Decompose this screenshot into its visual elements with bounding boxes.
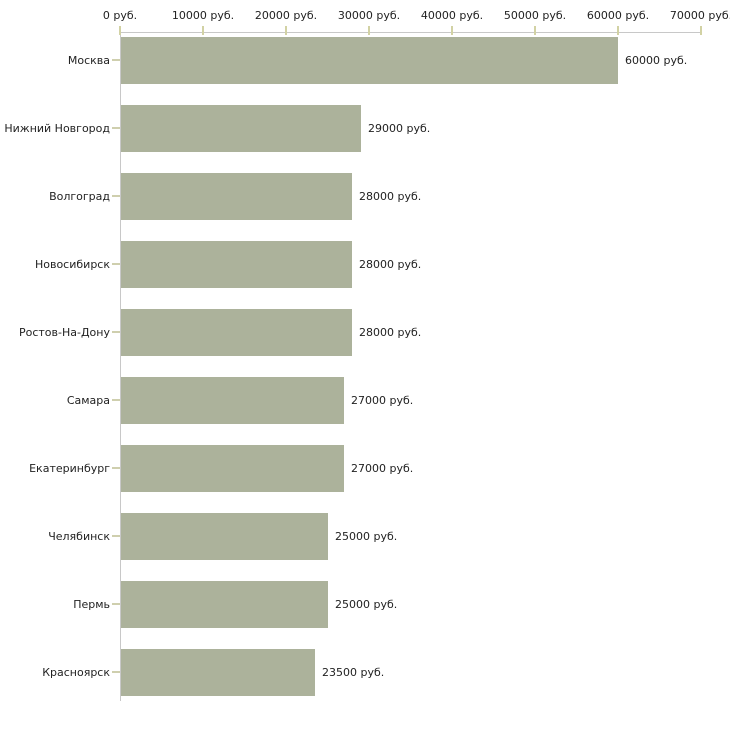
category-label: Новосибирск — [34, 257, 110, 271]
x-axis-tick-mark — [534, 26, 536, 35]
y-axis-line — [120, 32, 121, 701]
x-axis-tick-mark — [617, 26, 619, 35]
x-axis-tick-label: 50000 руб. — [503, 9, 567, 22]
x-axis-line — [120, 32, 702, 33]
value-label: 60000 руб. — [625, 53, 688, 67]
category-label: Ростов-На-Дону — [18, 325, 110, 339]
bar — [121, 308, 352, 356]
category-label: Красноярск — [42, 665, 110, 679]
value-label: 29000 руб. — [368, 121, 431, 135]
value-label: 25000 руб. — [335, 529, 398, 543]
bar — [121, 104, 361, 152]
bar — [121, 172, 352, 220]
category-tick-mark — [112, 331, 120, 333]
category-label: Челябинск — [48, 529, 110, 543]
category-label: Самара — [66, 393, 110, 407]
x-axis-tick-label: 10000 руб. — [171, 9, 235, 22]
value-label: 28000 руб. — [359, 325, 422, 339]
bar — [121, 648, 315, 696]
x-axis-tick-label: 60000 руб. — [586, 9, 650, 22]
x-axis-tick-mark — [700, 26, 702, 35]
x-axis-tick-label: 30000 руб. — [337, 9, 401, 22]
x-axis-tick-mark — [119, 26, 121, 35]
x-axis-tick-mark — [202, 26, 204, 35]
value-label: 23500 руб. — [322, 665, 385, 679]
category-tick-mark — [112, 467, 120, 469]
x-axis-tick-mark — [451, 26, 453, 35]
bar — [121, 580, 328, 628]
category-tick-mark — [112, 59, 120, 61]
x-axis-tick-label: 40000 руб. — [420, 9, 484, 22]
category-label: Нижний Новгород — [4, 121, 110, 135]
category-tick-mark — [112, 671, 120, 673]
value-label: 27000 руб. — [351, 393, 414, 407]
value-label: 28000 руб. — [359, 189, 422, 203]
category-tick-mark — [112, 399, 120, 401]
x-axis-tick-label: 0 руб. — [102, 9, 138, 22]
x-axis-tick-label: 20000 руб. — [254, 9, 318, 22]
value-label: 25000 руб. — [335, 597, 398, 611]
bar — [121, 512, 328, 560]
category-label: Москва — [67, 53, 110, 67]
category-tick-mark — [112, 195, 120, 197]
x-axis-tick-label: 70000 руб. — [669, 9, 730, 22]
category-tick-mark — [112, 263, 120, 265]
x-axis-tick-mark — [368, 26, 370, 35]
bar — [121, 240, 352, 288]
value-label: 27000 руб. — [351, 461, 414, 475]
bar — [121, 376, 344, 424]
bar — [121, 444, 344, 492]
category-label: Волгоград — [49, 189, 110, 203]
category-tick-mark — [112, 603, 120, 605]
category-label: Пермь — [73, 597, 110, 611]
category-tick-mark — [112, 535, 120, 537]
x-axis-tick-mark — [285, 26, 287, 35]
bar — [121, 36, 618, 84]
category-label: Екатеринбург — [29, 461, 110, 475]
category-tick-mark — [112, 127, 120, 129]
value-label: 28000 руб. — [359, 257, 422, 271]
